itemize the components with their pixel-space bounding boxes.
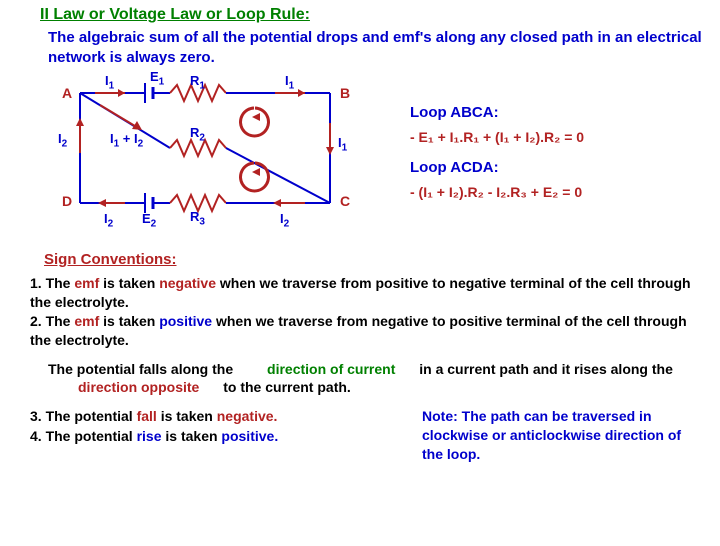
mid-note: The potential falls along the direction … [48,360,690,398]
equations-column: Loop ABCA: - E₁ + I₁.R₁ + (I₁ + I₂).R₂ =… [410,98,710,214]
eq1: - E₁ + I₁.R₁ + (I₁ + I₂).R₂ = 0 [410,129,710,145]
label-e1: E1 [150,69,164,88]
node-b: B [340,85,350,101]
loop-abca: Loop ABCA: [410,104,710,121]
note-box: Note: The path can be traversed in clock… [422,407,702,464]
rule-1: 1. The emf is taken negative when we tra… [30,274,700,312]
circuit-diagram: A B C D I1 E1 R1 I1 I2 I1 + I2 R2 I1 I2 … [50,73,390,243]
node-a: A [62,85,72,101]
sign-conventions-heading: Sign Conventions: [44,251,720,268]
label-r1: R1 [190,73,205,92]
label-r2: R2 [190,125,205,144]
label-i2b: I2 [104,211,113,230]
label-i1i2: I1 + I2 [110,131,143,150]
label-i1b: I1 [285,73,294,92]
circuit-svg [50,73,390,243]
subtitle: The algebraic sum of all the potential d… [48,28,720,67]
rules-3-4: 3. The potential fall is taken negative.… [30,407,408,464]
eq2: - (I₁ + I₂).R₂ - I₂.R₃ + E₂ = 0 [410,184,710,200]
label-e2: E2 [142,211,156,230]
label-i1a: I1 [105,73,114,92]
node-d: D [62,193,72,209]
rule-3: 3. The potential fall is taken negative. [30,407,408,427]
label-i2a: I2 [58,131,67,150]
node-c: C [340,193,350,209]
loop-acda: Loop ACDA: [410,159,710,176]
label-i1c: I1 [338,135,347,154]
title: II Law or Voltage Law or Loop Rule: [40,6,720,24]
rule-2: 2. The emf is taken positive when we tra… [30,312,700,350]
label-i2c: I2 [280,211,289,230]
rules-block: 1. The emf is taken negative when we tra… [30,274,700,350]
label-r3: R3 [190,209,205,228]
rule-4: 4. The potential rise is taken positive. [30,427,408,447]
bottom-row: 3. The potential fall is taken negative.… [30,407,702,464]
